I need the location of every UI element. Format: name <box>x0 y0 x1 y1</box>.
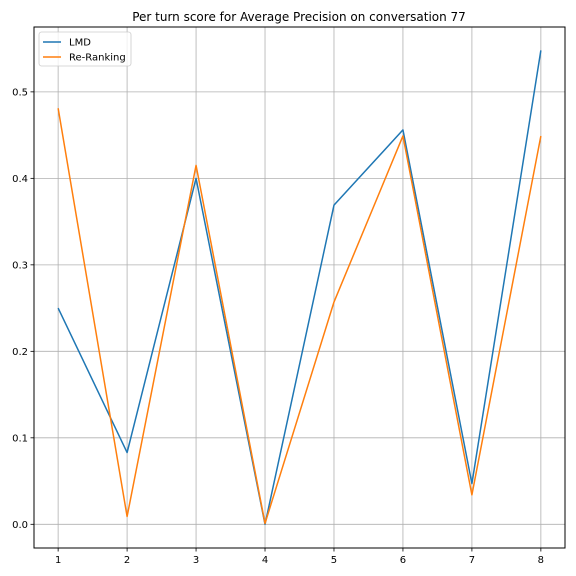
x-tick-label: 1 <box>55 555 61 566</box>
data-point <box>126 451 129 454</box>
data-point <box>401 128 404 131</box>
plot-frame <box>33 26 566 549</box>
chart-title: Per turn score for Average Precision on … <box>132 10 466 24</box>
data-point <box>57 307 60 310</box>
grid <box>34 27 565 548</box>
legend-box <box>38 31 132 67</box>
data-point <box>470 482 473 485</box>
legend: LMD Re-Ranking <box>38 31 132 67</box>
series-line <box>57 108 542 525</box>
x-tick-label: 7 <box>469 555 475 566</box>
y-tick-label: 0.0 <box>12 520 28 531</box>
data-point <box>470 493 473 496</box>
y-tick-label: 0.5 <box>12 87 28 98</box>
data-point <box>195 164 198 167</box>
y-tick-label: 0.1 <box>12 433 28 444</box>
data-point <box>332 204 335 207</box>
data-point <box>401 134 404 137</box>
data-point <box>539 134 542 137</box>
data-point <box>264 522 267 525</box>
series-layer <box>57 49 542 526</box>
legend-label: LMD <box>69 38 91 49</box>
data-point <box>126 515 129 518</box>
data-point <box>195 177 198 180</box>
y-tick-label: 0.2 <box>12 347 28 358</box>
series-line <box>57 50 542 526</box>
data-point <box>57 107 60 110</box>
axis-ticks: 1 2 3 4 5 6 7 8 0.0 0.1 0.2 0.3 0.4 0.5 <box>12 87 544 566</box>
x-tick-label: 2 <box>124 555 130 566</box>
y-tick-label: 0.3 <box>12 260 28 271</box>
x-tick-label: 3 <box>193 555 199 566</box>
series-lmd <box>57 49 542 526</box>
x-tick-label: 8 <box>538 555 544 566</box>
legend-label: Re-Ranking <box>69 53 126 64</box>
data-point <box>332 301 335 304</box>
x-tick-label: 6 <box>400 555 406 566</box>
y-tick-label: 0.4 <box>12 174 28 185</box>
x-tick-label: 5 <box>331 555 337 566</box>
series-re-ranking <box>57 107 542 525</box>
x-tick-label: 4 <box>262 555 268 566</box>
data-point <box>539 49 542 52</box>
